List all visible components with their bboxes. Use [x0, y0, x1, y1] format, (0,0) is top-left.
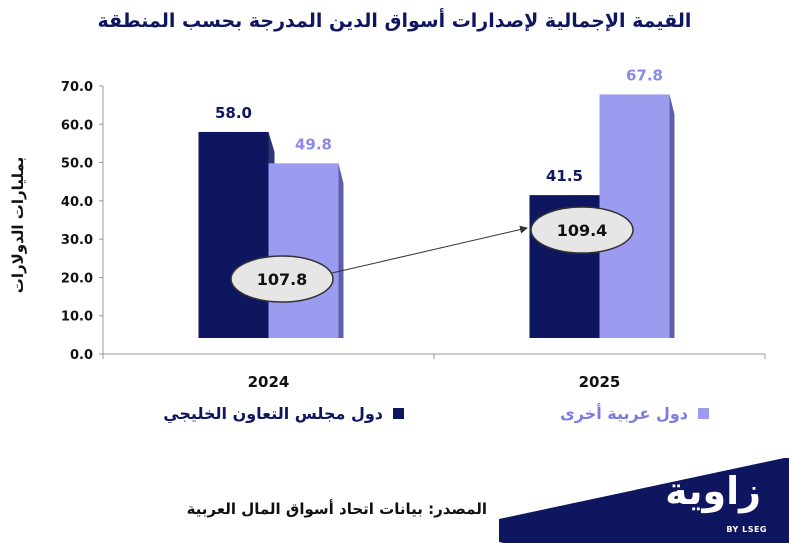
legend-label-other-arab: دول عربية أخرى	[560, 404, 688, 423]
legend-label-gcc: دول مجلس التعاون الخليجي	[163, 404, 383, 423]
bar-side-other-arab	[669, 94, 675, 339]
x-tick-label: 2025	[579, 373, 621, 391]
logo-subtitle: BY LSEG	[726, 525, 767, 534]
source-note: المصدر: بيانات اتحاد أسواق المال العربية	[186, 500, 487, 518]
bar-other-arab	[268, 163, 339, 338]
bar-value-label: 49.8	[295, 135, 332, 153]
x-tick-label: 2024	[248, 373, 290, 391]
total-value-label: 107.8	[257, 270, 308, 289]
legend-swatch-other-arab	[698, 408, 709, 419]
y-tick-label: 10.0	[61, 310, 93, 325]
y-tick-label: 30.0	[61, 233, 93, 248]
total-bubble-2025	[530, 206, 634, 254]
y-tick-label: 50.0	[61, 157, 93, 172]
legend-swatch-gcc	[393, 408, 404, 419]
legend-item-gcc: دول مجلس التعاون الخليجي	[163, 404, 404, 423]
y-tick-label: 70.0	[61, 80, 93, 95]
y-tick-label: 0.0	[70, 348, 93, 363]
legend-item-other-arab: دول عربية أخرى	[560, 404, 709, 423]
totals-arrow	[331, 225, 528, 274]
logo-wordmark: زاوية	[665, 469, 761, 513]
y-tick-label: 20.0	[61, 271, 93, 286]
total-value-label: 109.4	[557, 221, 608, 240]
bar-side-other-arab	[338, 163, 344, 338]
y-tick-label: 40.0	[61, 195, 93, 210]
bar-value-label: 41.5	[546, 167, 583, 185]
y-tick-label: 60.0	[61, 118, 93, 133]
bar-value-label: 67.8	[626, 66, 663, 84]
total-bubble-2024	[230, 255, 334, 303]
bar-value-label: 58.0	[215, 104, 252, 122]
bar-gcc	[198, 131, 269, 338]
zawya-logo	[499, 458, 789, 543]
chart-title: القيمة الإجمالية لإصدارات أسواق الدين ال…	[97, 10, 692, 32]
